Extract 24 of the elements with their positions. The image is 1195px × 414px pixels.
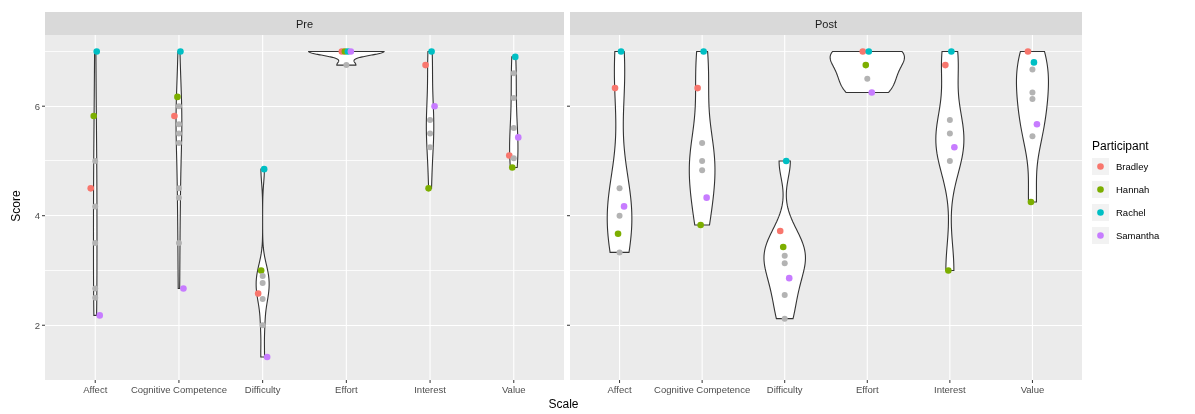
x-tick-label: Effort (856, 384, 879, 395)
x-tick-label: Affect (607, 384, 632, 395)
x-tick-label: Interest (414, 384, 447, 395)
x-tick-label: Affect (83, 384, 108, 395)
x-axis-title: Scale (548, 397, 579, 411)
chart-title: Pre (295, 18, 314, 30)
y-tick-label: 6 (34, 100, 40, 112)
x-tick-label: Cognitive Competence (654, 384, 751, 395)
x-tick-label: Cognitive Competence (130, 384, 227, 395)
legend-label: Bradley (1116, 160, 1149, 172)
x-tick-label: Value (1020, 384, 1045, 395)
y-tick-label: 4 (34, 210, 40, 222)
legend-label: Rachel (1116, 206, 1146, 218)
chart-title: Post (814, 18, 838, 30)
y-axis-title: Score (9, 190, 23, 222)
x-tick-label: Difficulty (766, 384, 803, 395)
x-tick-label: Difficulty (244, 384, 281, 395)
x-tick-label: Value (501, 384, 526, 395)
legend-title: Participant (1092, 139, 1150, 153)
y-tick-label: 2 (34, 319, 40, 331)
legend-label: Hannah (1116, 183, 1150, 195)
x-tick-label: Interest (934, 384, 967, 395)
legend-label: Samantha (1116, 229, 1161, 241)
x-tick-label: Effort (335, 384, 358, 395)
